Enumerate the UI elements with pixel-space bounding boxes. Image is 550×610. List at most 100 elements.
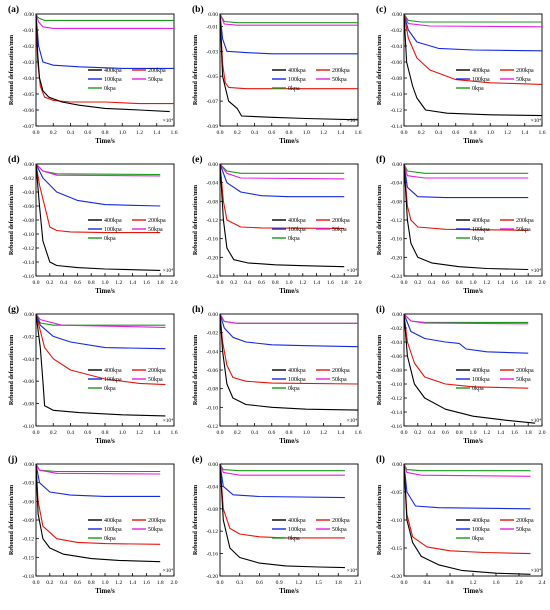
x-tick-label: 2.0 bbox=[516, 580, 523, 586]
chart-panel-f: (f) 0.0 0.2 0.4 0.6 0.8 1.0 1.2 1.4 1.6 1.8 2.0 0.00… bbox=[376, 154, 546, 295]
y-tick-label: -0.12 bbox=[390, 396, 402, 402]
y-tick-label: -0.16 bbox=[22, 274, 34, 280]
x-tick-label: 1.6 bbox=[171, 430, 178, 436]
x-tick-label: 1.2 bbox=[320, 430, 327, 436]
legend-label-200kpa: 200kpa bbox=[516, 68, 534, 74]
y-tick-label: -0.04 bbox=[22, 190, 34, 196]
y-tick-label: 0.00 bbox=[208, 312, 218, 318]
y-tick-label: -0.08 bbox=[206, 199, 218, 205]
x-tick-label: 0.4 bbox=[244, 280, 251, 286]
x-axis-label: Time/s bbox=[463, 288, 483, 295]
x-tick-label: 0.8 bbox=[102, 430, 109, 436]
x-tick-label: 0.8 bbox=[470, 130, 477, 136]
y-tick-label: -0.04 bbox=[390, 44, 402, 50]
y-tick-label: -0.08 bbox=[390, 368, 402, 374]
x-tick-label: 2.0 bbox=[355, 280, 362, 286]
x-tick-label: 0.4 bbox=[428, 430, 435, 436]
y-tick-label: -0.12 bbox=[22, 537, 34, 543]
chart-panel-g: (g) 0.0 0.2 0.4 0.6 0.8 1.0 1.2 1.4 1.6 0.00 -0.02 -… bbox=[8, 304, 178, 445]
y-tick-label: -0.05 bbox=[206, 74, 218, 80]
series-line-50kpa bbox=[219, 313, 358, 324]
legend-label-200kpa: 200kpa bbox=[332, 368, 350, 374]
chart-panel-l: (l) 0.0 0.4 0.8 1.2 1.6 2.0 2.4 0.00 -0.05 -0.10 -0… bbox=[376, 454, 546, 595]
legend-label-50kpa: 50kpa bbox=[148, 377, 163, 383]
y-tick-label: -0.02 bbox=[390, 28, 402, 34]
x-tick-label: 0.2 bbox=[414, 430, 421, 436]
series-line-400kpa bbox=[35, 163, 161, 271]
y-tick-label: -0.20 bbox=[390, 574, 402, 580]
x-multiplier: ×10⁴ bbox=[531, 418, 541, 424]
x-axis-label: Time/s bbox=[95, 138, 115, 145]
chart-panel-i: (i) 0.0 0.2 0.4 0.6 0.8 1.0 1.2 1.4 1.6 1.8 2.0 0.00… bbox=[376, 304, 546, 445]
x-tick-label: 1.0 bbox=[303, 130, 310, 136]
x-tick-label: 0.6 bbox=[74, 280, 81, 286]
series-line-0kpa bbox=[35, 163, 161, 176]
x-tick-label: 1.4 bbox=[129, 580, 136, 586]
legend-label-200kpa: 200kpa bbox=[148, 218, 166, 224]
series-line-400kpa bbox=[219, 163, 345, 268]
x-tick-label: 1.0 bbox=[286, 280, 293, 286]
series-line-0kpa bbox=[219, 313, 358, 324]
x-tick-label: 0.6 bbox=[442, 430, 449, 436]
y-tick-label: -0.06 bbox=[206, 368, 218, 374]
y-tick-label: -0.10 bbox=[22, 232, 34, 238]
series-line-100kpa bbox=[219, 163, 345, 198]
legend-label-100kpa: 100kpa bbox=[472, 377, 490, 383]
y-tick-label: -0.04 bbox=[390, 340, 402, 346]
y-tick-label: -0.04 bbox=[206, 484, 218, 490]
y-axis-label: Rebound deformation/mm bbox=[8, 184, 15, 255]
x-tick-label: 0.4 bbox=[435, 130, 442, 136]
legend-label-0kpa: 0kpa bbox=[288, 86, 300, 92]
y-tick-label: 0.00 bbox=[392, 162, 402, 168]
y-tick-label: -0.14 bbox=[22, 260, 34, 266]
series-line-200kpa bbox=[219, 163, 345, 229]
y-tick-label: -0.15 bbox=[22, 555, 34, 561]
y-axis-label: Rebound deformation/mm bbox=[376, 334, 383, 405]
x-tick-label: 0.6 bbox=[84, 130, 91, 136]
series-line-0kpa bbox=[35, 13, 174, 21]
x-multiplier: ×10⁴ bbox=[531, 268, 541, 274]
x-tick-label: 1.0 bbox=[303, 430, 310, 436]
legend-label-200kpa: 200kpa bbox=[516, 518, 534, 524]
legend-label-50kpa: 50kpa bbox=[332, 227, 347, 233]
series-line-100kpa bbox=[35, 313, 166, 350]
y-tick-label: 0.00 bbox=[24, 162, 34, 168]
x-tick-label: 0.4 bbox=[428, 280, 435, 286]
legend-label-100kpa: 100kpa bbox=[472, 227, 490, 233]
x-multiplier: ×10⁴ bbox=[347, 418, 357, 424]
x-tick-label: 0.3 bbox=[236, 580, 243, 586]
y-tick-label: -0.20 bbox=[206, 574, 218, 580]
x-tick-label: 1.4 bbox=[129, 280, 136, 286]
y-tick-label: -0.07 bbox=[22, 124, 34, 130]
x-tick-label: 2.0 bbox=[171, 580, 178, 586]
series-line-400kpa bbox=[35, 13, 170, 113]
panel-label: (e) bbox=[192, 454, 203, 465]
y-tick-label: -0.08 bbox=[206, 387, 218, 393]
x-tick-label: 1.6 bbox=[143, 280, 150, 286]
x-tick-label: 0.0 bbox=[33, 430, 40, 436]
x-axis-label: Time/s bbox=[95, 588, 115, 595]
x-axis-label: Time/s bbox=[463, 138, 483, 145]
y-tick-label: -0.10 bbox=[390, 382, 402, 388]
x-multiplier: ×10⁴ bbox=[531, 568, 541, 574]
y-axis-label: Rebound deformation/mm bbox=[376, 484, 383, 555]
y-axis-label: Rebound deformation/mm bbox=[192, 334, 199, 405]
series-line-0kpa bbox=[219, 13, 358, 24]
panel-label: (j) bbox=[8, 454, 18, 465]
x-tick-label: 1.6 bbox=[493, 580, 500, 586]
x-tick-label: 1.2 bbox=[136, 430, 143, 436]
y-tick-label: -0.20 bbox=[390, 255, 402, 261]
chart-panel-c: (c) 0.0 0.2 0.4 0.6 0.8 1.0 1.2 1.4 1.6 0.00 -0.02 -… bbox=[376, 4, 546, 145]
y-tick-label: -0.06 bbox=[22, 499, 34, 505]
x-tick-label: 0.0 bbox=[217, 130, 224, 136]
legend-label-400kpa: 400kpa bbox=[104, 368, 122, 374]
y-tick-label: -0.24 bbox=[206, 274, 218, 280]
x-tick-label: 1.6 bbox=[327, 280, 334, 286]
x-tick-label: 2.0 bbox=[539, 430, 546, 436]
legend-label-200kpa: 200kpa bbox=[332, 218, 350, 224]
y-axis-label: Rebound deformation/mm bbox=[8, 334, 15, 405]
legend-label-400kpa: 400kpa bbox=[472, 368, 490, 374]
x-tick-label: 0.0 bbox=[33, 280, 40, 286]
series-line-100kpa bbox=[219, 313, 359, 348]
x-tick-label: 0.4 bbox=[60, 580, 67, 586]
